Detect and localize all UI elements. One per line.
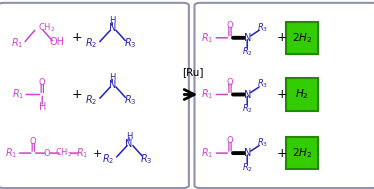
- Text: N: N: [125, 139, 133, 149]
- Text: N: N: [243, 33, 251, 43]
- Text: H: H: [109, 73, 116, 82]
- Text: $+$: $+$: [71, 31, 82, 44]
- Text: $R_3$: $R_3$: [257, 136, 269, 149]
- FancyBboxPatch shape: [286, 22, 318, 54]
- Text: O: O: [227, 78, 233, 87]
- Text: N: N: [243, 148, 251, 158]
- Text: $R_1$: $R_1$: [201, 88, 214, 101]
- Text: $R_1$: $R_1$: [12, 88, 24, 101]
- Text: OH: OH: [50, 37, 65, 46]
- Text: $+$: $+$: [276, 88, 287, 101]
- Text: O: O: [227, 21, 233, 30]
- Text: $R_3$: $R_3$: [257, 21, 269, 34]
- Text: $R_1$: $R_1$: [201, 146, 214, 160]
- Text: $R_2$: $R_2$: [242, 102, 253, 115]
- FancyBboxPatch shape: [194, 3, 374, 188]
- Text: O: O: [227, 136, 233, 145]
- Text: $H_2$: $H_2$: [295, 88, 309, 101]
- Text: O: O: [39, 78, 46, 87]
- Text: H: H: [109, 16, 116, 25]
- Text: $+$: $+$: [276, 31, 287, 44]
- Text: H: H: [39, 102, 46, 112]
- Text: $R_2$: $R_2$: [86, 93, 98, 107]
- Text: $2H_2$: $2H_2$: [292, 31, 312, 45]
- Text: $R_2$: $R_2$: [102, 152, 114, 166]
- Text: $R_1$: $R_1$: [10, 36, 23, 50]
- Text: N: N: [108, 23, 116, 33]
- Text: $R_3$: $R_3$: [257, 78, 269, 90]
- Text: $+$: $+$: [92, 148, 102, 159]
- Text: CH$_2$: CH$_2$: [55, 147, 72, 159]
- FancyBboxPatch shape: [0, 3, 189, 188]
- Text: CH$_2$: CH$_2$: [38, 21, 55, 34]
- Text: N: N: [243, 90, 251, 99]
- Text: $R_1$: $R_1$: [76, 146, 89, 160]
- Text: N: N: [108, 80, 116, 90]
- Text: $R_2$: $R_2$: [242, 161, 253, 174]
- Text: $R_2$: $R_2$: [86, 36, 98, 50]
- Text: $R_3$: $R_3$: [140, 152, 153, 166]
- Text: H: H: [126, 132, 132, 141]
- Text: $R_1$: $R_1$: [5, 146, 18, 160]
- Text: $R_1$: $R_1$: [201, 31, 214, 45]
- Text: O: O: [43, 149, 50, 158]
- Text: $R_2$: $R_2$: [242, 46, 253, 58]
- FancyBboxPatch shape: [286, 137, 318, 169]
- Text: $R_3$: $R_3$: [123, 93, 136, 107]
- Text: [Ru]: [Ru]: [182, 67, 203, 77]
- FancyBboxPatch shape: [286, 78, 318, 111]
- Text: $+$: $+$: [71, 88, 82, 101]
- Text: $R_3$: $R_3$: [123, 36, 136, 50]
- Text: O: O: [30, 137, 37, 146]
- Text: $2H_2$: $2H_2$: [292, 146, 312, 160]
- Text: $+$: $+$: [276, 147, 287, 160]
